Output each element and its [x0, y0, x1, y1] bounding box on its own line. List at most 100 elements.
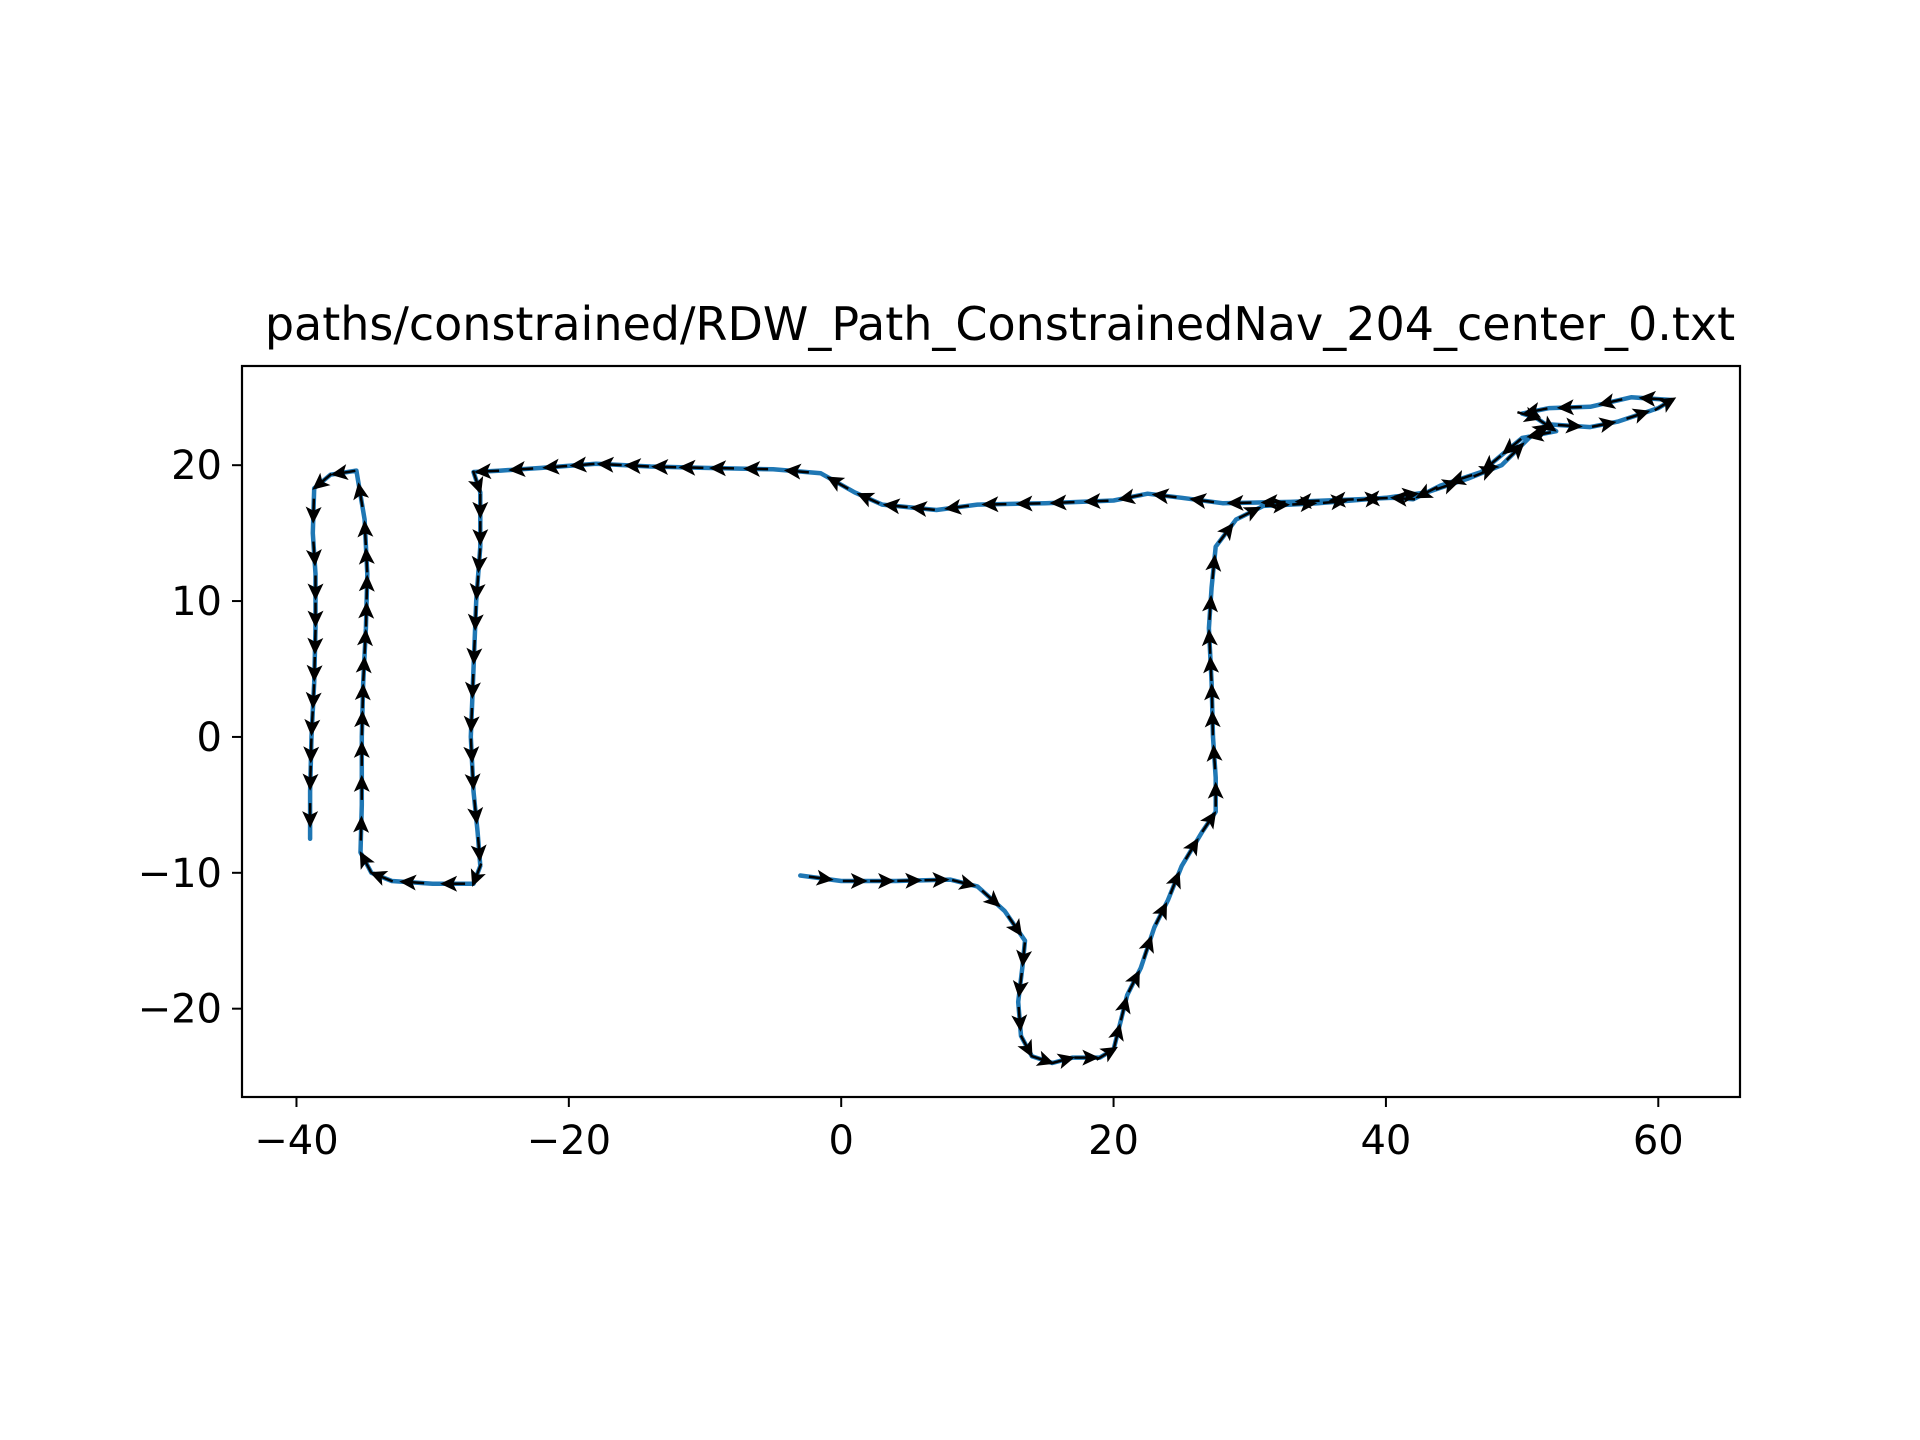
direction-arrow [312, 472, 333, 490]
x-axis-ticks: −40 −20 0 20 40 60 [254, 1097, 1684, 1164]
direction-arrow [354, 683, 371, 709]
direction-arrow [358, 601, 375, 627]
direction-arrow [1535, 415, 1557, 432]
y-tick-label: −10 [138, 851, 222, 897]
direction-arrow [353, 815, 370, 841]
direction-arrow [472, 521, 489, 547]
direction-arrow [1138, 935, 1154, 960]
direction-arrow [353, 774, 370, 800]
direction-arrow [1050, 1053, 1076, 1070]
direction-arrow [981, 889, 1001, 908]
y-tick-label: 10 [171, 579, 222, 625]
x-tick-label: −40 [254, 1118, 338, 1164]
x-tick-label: 0 [828, 1118, 853, 1164]
direction-arrow [1448, 469, 1473, 486]
direction-arrow [1591, 417, 1617, 434]
direction-arrow [1597, 393, 1623, 409]
direction-arrow [569, 456, 595, 473]
direction-arrow [463, 738, 480, 764]
direction-arrow [909, 501, 935, 518]
y-tick-label: −20 [138, 987, 222, 1033]
direction-arrow [508, 461, 534, 478]
direction-arrow [399, 874, 425, 891]
direction-arrow [678, 459, 704, 476]
direction-arrow [1557, 417, 1583, 434]
y-axis-ticks: 20 10 0 −10 −20 [138, 443, 242, 1033]
direction-arrow [1151, 488, 1177, 505]
direction-arrow [1189, 493, 1215, 509]
direction-arrow [463, 707, 480, 733]
direction-arrow [1260, 494, 1286, 511]
direction-arrow [1165, 870, 1181, 895]
direction-arrow [1030, 1050, 1055, 1066]
direction-arrow [359, 851, 375, 874]
direction-arrow [1217, 522, 1234, 544]
direction-arrow [464, 765, 481, 791]
direction-arrow [1481, 454, 1502, 472]
direction-arrow [1203, 656, 1220, 682]
direction-arrow [1226, 494, 1252, 511]
direction-arrow [924, 872, 950, 888]
direction-arrow [870, 873, 896, 889]
direction-arrow [1015, 495, 1041, 512]
direction-arrow [1204, 683, 1221, 709]
direction-arrow [1016, 942, 1033, 968]
direction-arrow [1362, 490, 1388, 507]
direction-arrow [1505, 442, 1525, 461]
direction-arrow [651, 459, 677, 475]
direction-arrow [1202, 594, 1219, 620]
direction-arrow [357, 628, 373, 654]
direction-arrow [1005, 915, 1023, 937]
direction-arrow [354, 710, 371, 736]
direction-arrow [330, 464, 356, 480]
direction-arrow [1206, 744, 1223, 770]
direction-arrow [842, 873, 868, 889]
direction-arrow [305, 498, 322, 524]
direction-arrow [826, 476, 849, 492]
direction-arrow [357, 520, 374, 546]
direction-arrow [709, 460, 735, 477]
direction-arrow [470, 863, 486, 887]
direction-arrow [1017, 1034, 1033, 1058]
direction-arrow [1012, 972, 1029, 998]
direction-arrow [1328, 491, 1354, 508]
direction-arrow [353, 740, 370, 766]
direction-arrow [353, 482, 370, 508]
direction-arrow [1152, 901, 1168, 925]
direction-arrow [305, 684, 322, 710]
direction-arrow [1205, 554, 1222, 580]
direction-arrow [897, 872, 923, 889]
direction-arrow [466, 639, 483, 665]
direction-arrow [467, 799, 484, 825]
direction-arrow [1117, 488, 1143, 505]
direction-arrow [302, 765, 319, 791]
direction-arrow [440, 875, 466, 892]
direction-arrow [1526, 425, 1552, 442]
direction-arrow [951, 874, 977, 890]
direction-arrow [307, 629, 324, 655]
plot-area [302, 390, 1677, 1070]
direction-arrow [944, 498, 970, 515]
y-tick-label: 20 [171, 443, 222, 489]
direction-arrow [307, 602, 324, 628]
y-tick-label: 0 [197, 715, 222, 761]
x-tick-label: −20 [527, 1118, 611, 1164]
direction-arrow [596, 456, 622, 473]
direction-arrow [464, 673, 481, 699]
direction-arrow [808, 869, 834, 886]
direction-arrow [306, 656, 323, 682]
direction-arrow [358, 574, 375, 600]
direction-arrow [355, 656, 372, 682]
direction-arrow [856, 492, 880, 508]
direction-arrow [303, 738, 320, 764]
direction-arrow [1200, 811, 1217, 833]
direction-arrow [743, 460, 769, 477]
direction-arrow [1011, 1006, 1028, 1032]
direction-arrow [369, 870, 394, 886]
direction-arrow [1556, 399, 1582, 416]
x-tick-label: 20 [1088, 1118, 1139, 1164]
direction-arrow [1115, 996, 1131, 1021]
direction-arrow [1204, 710, 1221, 736]
